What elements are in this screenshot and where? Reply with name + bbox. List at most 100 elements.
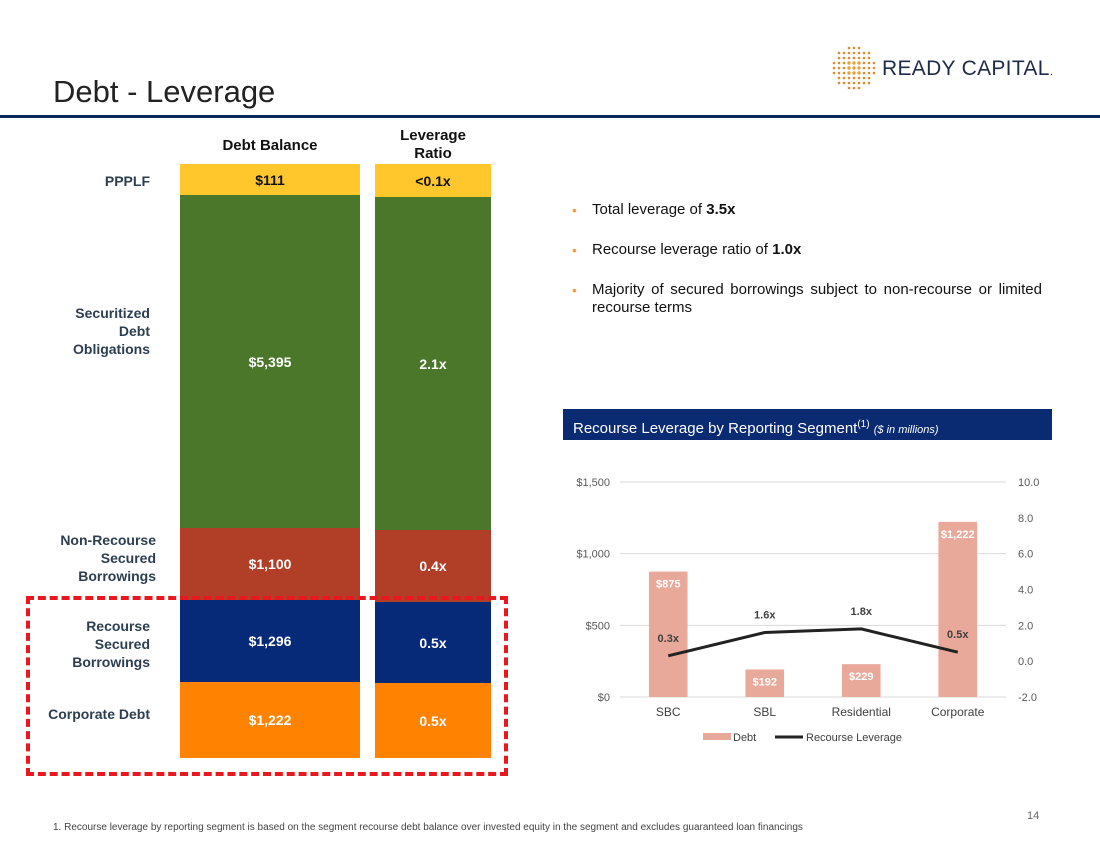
logo-dot — [847, 46, 851, 50]
bar-debt — [745, 669, 785, 697]
bar-debt — [841, 664, 881, 697]
ratio-seg-securitized: 2.1x — [375, 197, 491, 530]
line-data-label: 1.6x — [754, 610, 776, 622]
y-right-tick-label: 0.0 — [1018, 656, 1033, 668]
logo-dot — [857, 76, 861, 80]
line-data-label: 0.5x — [947, 629, 969, 641]
logo-dot — [867, 81, 871, 85]
logo-dot — [862, 61, 866, 65]
chart-title-banner: Recourse Leverage by Reporting Segment(1… — [563, 409, 1052, 440]
ratio-seg-non-recourse: 0.4x — [375, 530, 491, 602]
balance-seg-securitized: $5,395 — [180, 195, 360, 528]
logo-dot — [852, 51, 856, 55]
y-right-tick-label: -2.0 — [1018, 692, 1037, 704]
logo-dot — [837, 61, 841, 65]
logo-dot — [842, 61, 846, 65]
logo-dots-icon — [832, 46, 876, 90]
logo-dot — [857, 86, 861, 90]
y-left-tick-label: $1,500 — [576, 477, 610, 489]
logo-dot — [832, 66, 836, 70]
y-right-tick-label: 6.0 — [1018, 549, 1033, 561]
logo-dot — [872, 66, 876, 70]
logo-dot — [837, 71, 841, 75]
logo-dot — [852, 81, 856, 85]
logo-dot — [857, 46, 861, 50]
logo-dot — [842, 66, 846, 70]
y-left-tick-label: $1,000 — [576, 549, 610, 561]
x-tick-label: SBL — [753, 705, 776, 719]
recourse-leverage-chart: $0 $500 $1,000 $1,500 -2.0 0.0 2.0 4.0 6.0 8.0 10.… — [576, 477, 1039, 744]
logo-dot — [862, 56, 866, 60]
logo-dot — [842, 56, 846, 60]
logo-dot — [837, 76, 841, 80]
logo-dot — [857, 61, 861, 65]
logo-dot — [867, 61, 871, 65]
bullet-secured-borrowings: Majority of secured borrowings subject t… — [572, 281, 1042, 317]
bullet-recourse-ratio: Recourse leverage ratio of 1.0x — [572, 241, 1042, 259]
balance-seg-corporate: $1,222 — [180, 682, 360, 758]
y-left-tick-label: $500 — [586, 620, 610, 632]
logo-dot — [847, 71, 851, 75]
logo-dot — [837, 81, 841, 85]
logo-dot — [857, 71, 861, 75]
logo-dot — [837, 56, 841, 60]
logo-dot — [847, 56, 851, 60]
logo-dot — [852, 76, 856, 80]
leverage-ratio-header: Leverage Ratio — [400, 127, 466, 162]
balance-seg-ppplf: $111 — [180, 164, 360, 195]
logo-dot — [847, 61, 851, 65]
ratio-seg-corporate: 0.5x — [375, 683, 491, 758]
x-tick-label: Residential — [832, 705, 891, 719]
logo-dot — [862, 71, 866, 75]
row-label-securitized-debt: Securitized Debt Obligations — [73, 305, 150, 357]
ratio-seg-recourse: 0.5x — [375, 602, 491, 683]
logo-dot — [842, 71, 846, 75]
logo-dot — [837, 66, 841, 70]
y-left-tick-label: $0 — [598, 692, 610, 704]
x-tick-label: Corporate — [931, 705, 985, 719]
logo-dot — [842, 51, 846, 55]
bar-data-label: $1,222 — [941, 529, 975, 541]
line-recourse-leverage — [667, 627, 959, 658]
page-number: 14 — [1027, 810, 1040, 822]
logo-dot — [857, 56, 861, 60]
logo-dot — [837, 51, 841, 55]
key-points-list: Total leverage of 3.5x Recourse leverage… — [572, 201, 1042, 339]
logo-dot — [857, 51, 861, 55]
logo-dot — [852, 86, 856, 90]
logo-dot — [867, 56, 871, 60]
logo-dot — [852, 46, 856, 50]
balance-seg-non-recourse: $1,100 — [180, 528, 360, 600]
logo-dot — [847, 51, 851, 55]
logo-dot — [862, 81, 866, 85]
line-data-label: 0.3x — [658, 633, 680, 645]
legend-label-leverage: Recourse Leverage — [806, 732, 902, 744]
logo-dot — [857, 81, 861, 85]
logo-dot — [862, 51, 866, 55]
bar-debt — [938, 521, 978, 697]
header-divider — [0, 115, 1100, 118]
y-right-tick-label: 4.0 — [1018, 585, 1033, 597]
y-right-tick-label: 2.0 — [1018, 620, 1033, 632]
page-title: Debt - Leverage — [53, 74, 276, 109]
logo-dot — [857, 66, 861, 70]
logo-dot — [867, 66, 871, 70]
logo-dot — [867, 51, 871, 55]
logo-dot — [852, 71, 856, 75]
bar-data-label: $192 — [753, 676, 777, 688]
logo-dot — [852, 61, 856, 65]
logo-dot — [852, 56, 856, 60]
legend-label-debt: Debt — [733, 732, 756, 744]
logo-dot — [852, 66, 856, 70]
logo-dot — [832, 71, 836, 75]
logo-dot — [847, 81, 851, 85]
logo-dot — [862, 76, 866, 80]
footnote: 1. Recourse leverage by reporting segmen… — [53, 822, 803, 833]
logo-dot — [872, 71, 876, 75]
logo-dot — [832, 61, 836, 65]
balance-seg-recourse: $1,296 — [180, 600, 360, 682]
row-label-ppplf: PPPLF — [104, 173, 150, 189]
logo-dot — [847, 86, 851, 90]
logo-dot — [847, 66, 851, 70]
row-label-corporate-debt: Corporate Debt — [48, 706, 150, 722]
